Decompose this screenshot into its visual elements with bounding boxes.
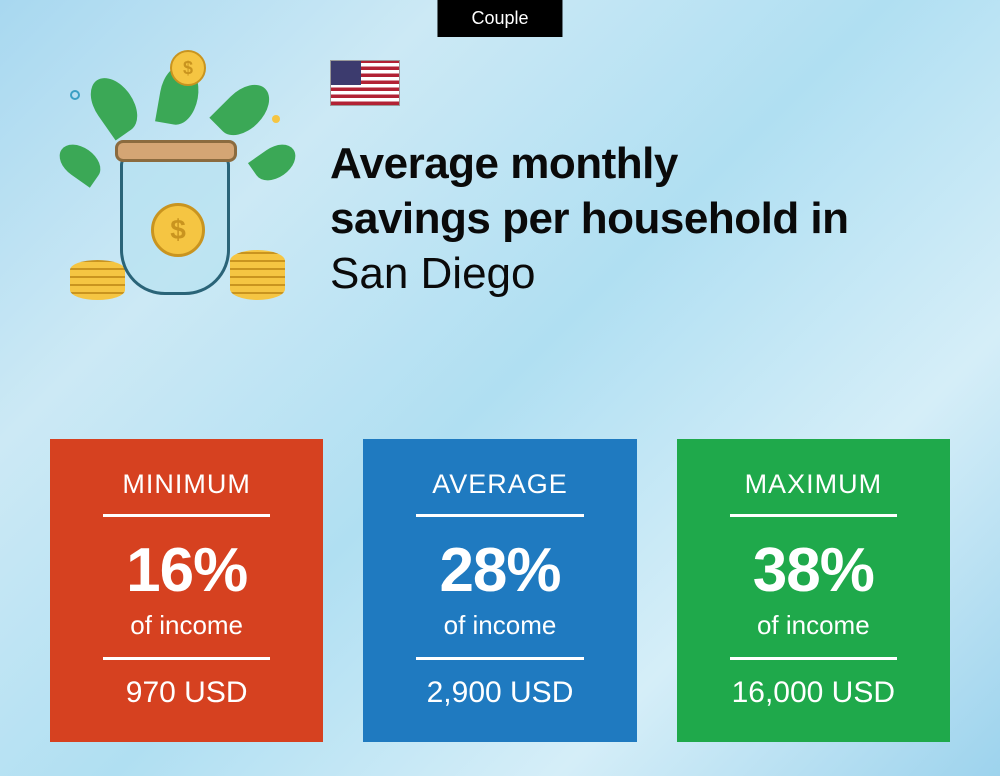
card-percent: 28%: [388, 535, 611, 606]
title-line-2: savings per household in: [330, 191, 950, 246]
card-sub: of income: [103, 610, 270, 660]
header: $ $ Average monthly savings per househol…: [50, 55, 950, 315]
card-amount: 970 USD: [75, 676, 298, 710]
title-city: San Diego: [330, 246, 950, 301]
coin-icon: $: [170, 50, 206, 86]
stat-card-average: AVERAGE 28% of income 2,900 USD: [363, 439, 636, 742]
card-sub: of income: [730, 610, 897, 660]
card-sub: of income: [416, 610, 583, 660]
card-amount: 2,900 USD: [388, 676, 611, 710]
savings-illustration: $ $: [50, 55, 300, 315]
leaf-icon: [53, 137, 107, 187]
us-flag-icon: [330, 60, 400, 106]
decorative-dot: [70, 90, 80, 100]
stat-card-minimum: MINIMUM 16% of income 970 USD: [50, 439, 323, 742]
coin-stack-icon: [70, 260, 125, 300]
card-label: AVERAGE: [416, 469, 583, 517]
card-percent: 38%: [702, 535, 925, 606]
card-percent: 16%: [75, 535, 298, 606]
jar-icon: $: [120, 155, 230, 295]
card-amount: 16,000 USD: [702, 676, 925, 710]
leaf-icon: [248, 137, 302, 187]
decorative-dot: [272, 115, 280, 123]
jar-lid-icon: [115, 140, 237, 162]
title-block: Average monthly savings per household in…: [330, 55, 950, 315]
stat-card-maximum: MAXIMUM 38% of income 16,000 USD: [677, 439, 950, 742]
leaf-icon: [81, 70, 147, 141]
stat-cards-row: MINIMUM 16% of income 970 USD AVERAGE 28…: [50, 439, 950, 742]
household-type-badge: Couple: [437, 0, 562, 37]
coin-stack-icon: [230, 250, 285, 300]
title-line-1: Average monthly: [330, 136, 950, 191]
card-label: MINIMUM: [103, 469, 270, 517]
leaf-icon: [209, 75, 278, 144]
dollar-coin-icon: $: [151, 203, 205, 257]
card-label: MAXIMUM: [730, 469, 897, 517]
